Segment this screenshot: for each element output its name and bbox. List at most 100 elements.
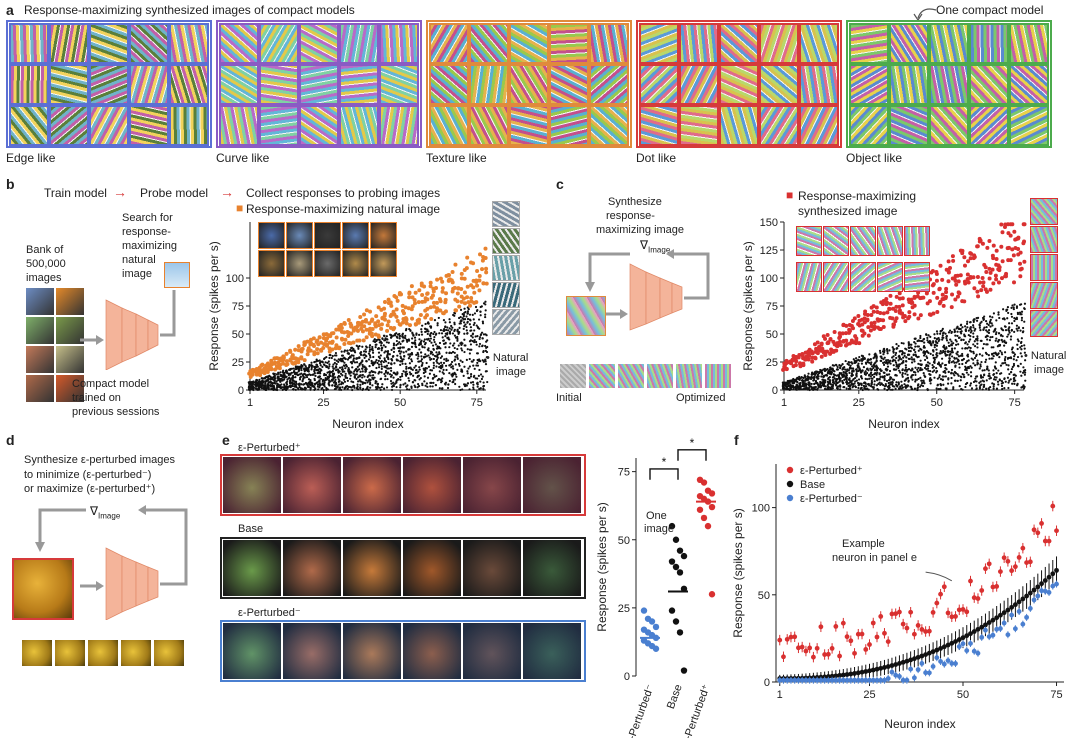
response-max-point	[364, 335, 369, 340]
synthesized-point	[957, 291, 962, 296]
natural-image-point	[901, 373, 904, 377]
natural-image-point	[459, 388, 462, 392]
natural-image-point	[989, 318, 992, 321]
natural-image-point	[447, 329, 450, 332]
synthesized-image-tile	[549, 23, 589, 64]
natural-image-point	[316, 365, 319, 368]
base-point	[829, 673, 835, 679]
natural-image-point	[424, 327, 427, 331]
natural-image-point	[828, 376, 831, 379]
natural-image-point	[938, 376, 941, 379]
optimized-label: Optimized	[676, 392, 726, 404]
natural-image-point	[472, 358, 475, 362]
natural-image-point	[466, 306, 469, 309]
natural-image-point	[823, 369, 826, 372]
natural-image-point	[795, 388, 798, 391]
response-max-point	[362, 312, 367, 317]
response-max-point	[450, 280, 455, 285]
natural-image-point	[860, 375, 863, 379]
natural-image-point	[935, 330, 939, 333]
natural-image-point	[410, 367, 413, 371]
response-max-point	[410, 316, 415, 321]
synthesized-point	[853, 334, 858, 339]
natural-image-point	[1018, 311, 1022, 314]
synthesized-image-tile	[299, 23, 339, 64]
natural-image-point	[283, 378, 286, 381]
synthesized-point	[927, 299, 932, 304]
natural-image-point	[914, 366, 917, 369]
response-point	[672, 536, 680, 543]
natural-image-point	[980, 320, 983, 323]
synthesized-point	[1005, 246, 1010, 251]
natural-image-point	[988, 315, 992, 318]
minus-point	[852, 677, 857, 683]
natural-image-point	[791, 385, 794, 389]
synthesized-point	[884, 302, 889, 307]
natural-image-point	[463, 332, 466, 335]
natural-image-point	[816, 370, 819, 374]
minus-point	[971, 648, 977, 654]
natural-image-point	[325, 386, 328, 390]
synthesized-point	[921, 295, 926, 300]
optimization-step-thumbnail	[676, 364, 702, 388]
natural-image-point	[914, 373, 917, 377]
natural-image-point	[325, 356, 328, 359]
natural-image-point	[949, 329, 952, 332]
synthesized-image-tile	[429, 23, 469, 64]
natural-image-point	[807, 376, 810, 380]
natural-image-point	[976, 335, 979, 338]
synthesized-point	[844, 338, 849, 343]
natural-image-point	[316, 359, 320, 363]
natural-image-point	[334, 378, 337, 381]
minus-point	[837, 677, 842, 683]
natural-image-point	[1003, 357, 1007, 361]
perturb-line-3: or maximize (ε-perturbed⁺)	[24, 483, 156, 495]
natural-image-point	[961, 352, 964, 356]
natural-image-point	[964, 325, 967, 328]
natural-image-point	[408, 371, 411, 374]
natural-image-point	[1013, 303, 1016, 306]
synthesized-thumbnail	[877, 262, 903, 292]
synthesized-image-tile	[339, 105, 379, 146]
natural-image-point	[877, 388, 880, 391]
natural-image-point	[407, 353, 410, 356]
natural-image-point	[985, 387, 988, 390]
natural-image-point	[798, 375, 801, 378]
natural-image-point	[340, 388, 343, 392]
natural-image-point	[845, 370, 848, 373]
natural-image-point	[1016, 347, 1019, 351]
base-point	[1012, 602, 1018, 608]
base-point	[975, 626, 981, 632]
natural-image-point	[893, 368, 897, 371]
synthesized-point	[1016, 246, 1021, 251]
natural-image-point	[399, 342, 402, 346]
natural-image-point	[916, 368, 919, 371]
response-max-point	[357, 321, 362, 326]
natural-image-point	[323, 381, 326, 384]
natural-image-point	[866, 367, 869, 370]
natural-image-point	[319, 377, 323, 380]
natural-image-point	[795, 383, 798, 386]
panel-c-letter: c	[556, 176, 564, 192]
synthesized-thumbnail	[796, 226, 822, 256]
synthesized-point	[847, 327, 852, 332]
natural-image-point	[979, 363, 982, 366]
natural-image-point	[479, 360, 482, 363]
response-max-point	[342, 330, 347, 335]
response-max-point	[417, 317, 422, 322]
natural-image-point	[965, 368, 968, 372]
response-point	[668, 558, 676, 565]
natural-image-point	[979, 365, 982, 368]
natural-image-point	[418, 348, 421, 351]
natural-image-point	[451, 381, 454, 384]
synthesized-point	[844, 323, 849, 328]
natural-image-point	[853, 376, 857, 380]
synthesized-point	[885, 310, 890, 315]
natural-image-point	[445, 357, 448, 360]
natural-image-points	[247, 300, 489, 392]
synthesized-points	[781, 222, 1027, 372]
y-tick-label: 75	[618, 467, 630, 479]
synthesized-point	[865, 317, 870, 322]
synthesized-point	[960, 248, 965, 253]
minus-point	[844, 677, 850, 683]
